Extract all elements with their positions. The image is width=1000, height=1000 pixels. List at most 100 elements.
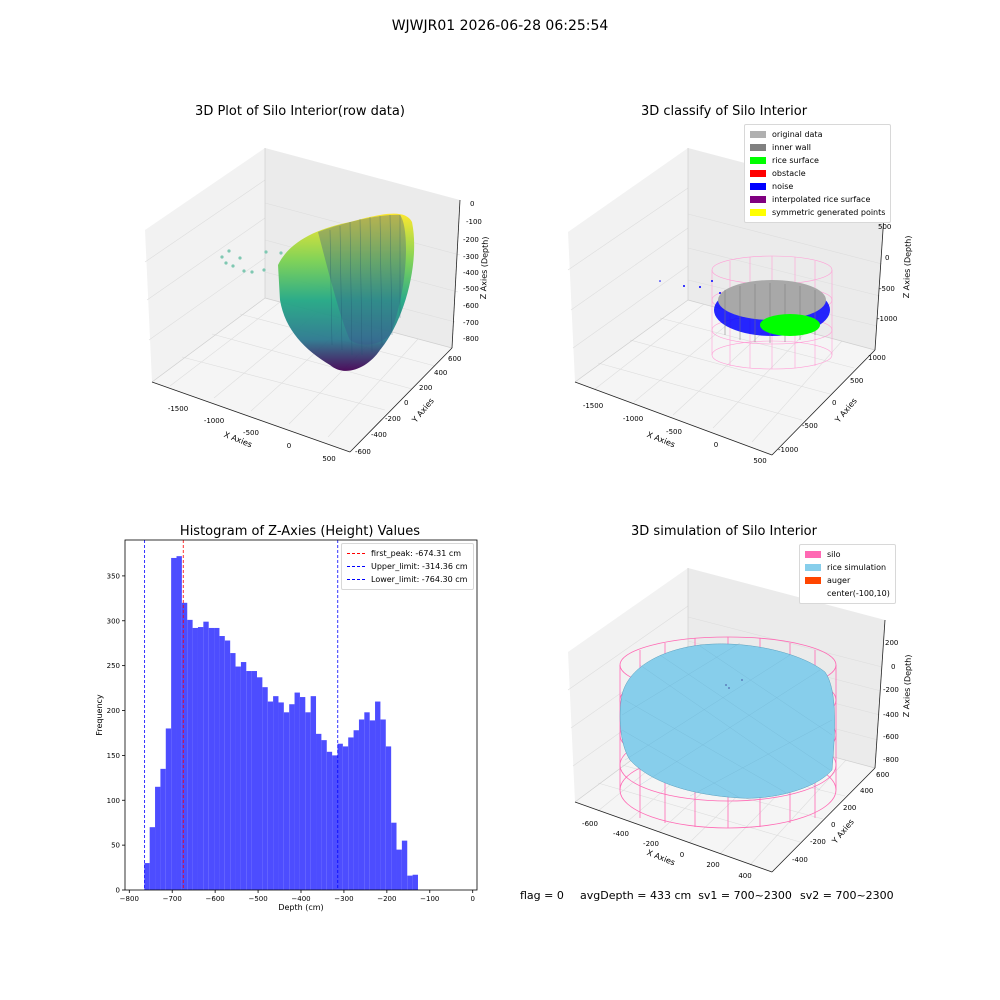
histogram-bar — [353, 730, 359, 890]
x-tick-label: −600 — [206, 895, 225, 903]
legend-swatch — [750, 183, 766, 190]
simulation-ztick: 0 — [891, 663, 895, 671]
simulation-ztick: -800 — [883, 756, 899, 764]
simulation-ytick: 0 — [831, 821, 835, 829]
histogram-bar — [283, 712, 290, 890]
histogram-bar — [203, 621, 209, 890]
histogram-bar — [219, 636, 225, 890]
raw-xtick: -500 — [243, 429, 259, 437]
x-tick-label: −300 — [334, 895, 353, 903]
classify-xtick: -1000 — [623, 415, 643, 423]
classify-ztick: 500 — [878, 223, 891, 231]
histogram-bars — [144, 556, 418, 890]
classify-xtick: -1500 — [583, 402, 603, 410]
histogram-bar — [332, 755, 338, 890]
legend-item-first-peak: first_peak: -674.31 cm — [347, 547, 468, 560]
classify-ytick: 500 — [850, 377, 863, 385]
legend-item-lower-limit: Lower_limit: -764.30 cm — [347, 573, 468, 586]
histogram-bar — [375, 701, 381, 890]
legend-item-inner-wall: inner wall — [750, 141, 885, 154]
legend-swatch — [750, 157, 766, 164]
histogram-bar — [176, 556, 182, 890]
classify-plot-title: 3D classify of Silo Interior — [640, 104, 808, 119]
histogram-bar — [235, 666, 241, 890]
raw-ztick: -700 — [463, 319, 479, 327]
simulation-ztick: 200 — [885, 639, 898, 647]
legend-item-rice-simulation: rice simulation — [805, 561, 890, 574]
legend-label: Lower_limit: -764.30 cm — [371, 575, 468, 584]
raw-z-label: Z Axies (Depth) — [479, 236, 490, 299]
raw-ytick: 400 — [434, 369, 447, 377]
classify-xtick: 500 — [753, 457, 766, 465]
legend-label: inner wall — [772, 143, 812, 152]
histogram-bar — [348, 737, 354, 890]
histogram-bar — [240, 662, 247, 890]
x-tick-label: −500 — [248, 895, 267, 903]
simulation-x-label: X Axies — [646, 848, 677, 867]
simulation-ytick: 400 — [860, 787, 873, 795]
histogram-bar — [267, 701, 274, 890]
raw-ytick: 600 — [448, 355, 461, 363]
simulation-xtick: 200 — [706, 861, 719, 869]
legend-swatch — [805, 551, 821, 558]
legend-swatch — [750, 144, 766, 151]
legend-label: obstacle — [772, 169, 806, 178]
x-tick-label: 0 — [470, 895, 474, 903]
raw-ztick: -500 — [463, 285, 479, 293]
histogram-bar — [144, 863, 150, 890]
legend-item-obstacle: obstacle — [750, 167, 885, 180]
classify-ztick: -500 — [879, 285, 895, 293]
histogram-bar — [299, 697, 306, 890]
histogram-bar — [305, 712, 311, 890]
histogram-bar — [391, 822, 397, 890]
histogram-bar — [192, 627, 198, 890]
legend-swatch — [805, 564, 821, 571]
histogram-bar — [160, 768, 166, 890]
raw-ztick: -600 — [463, 302, 479, 310]
histogram-bar — [181, 602, 188, 890]
figure-title: WJWJR01 2026-06-28 06:25:54 — [391, 18, 609, 34]
legend-item-noise: noise — [750, 180, 885, 193]
classify-ytick: 0 — [832, 399, 836, 407]
legend-line — [347, 579, 365, 580]
raw-ytick: -600 — [355, 448, 371, 456]
legend-item-symmetric: symmetric generated points — [750, 206, 885, 219]
histogram-bar — [310, 696, 317, 890]
classify-ytick: -1000 — [778, 446, 798, 454]
raw-point-cloud — [220, 213, 415, 371]
raw-x-ticks: -1500 -1000 -500 0 500 — [168, 405, 336, 463]
legend-item-interpolated: interpolated rice surface — [750, 193, 885, 206]
legend-swatch — [805, 577, 821, 584]
histogram-bar — [358, 719, 365, 890]
flag-status: flag = 0 — [520, 889, 564, 902]
rice-simulation-surface — [619, 642, 835, 799]
classify-point-cloud — [659, 255, 833, 370]
raw-z-ticks: 0 -100 -200 -300 -400 -500 -600 -700 -80… — [463, 200, 482, 343]
histogram-bar — [246, 671, 252, 890]
histogram-y-ticks: 0 50 100 150 200 250 300 350 — [107, 572, 125, 895]
classify-z-label: Z Axies (Depth) — [902, 235, 913, 298]
legend-line — [347, 553, 365, 554]
histogram-bar — [396, 849, 402, 890]
legend-label: center(-100,10) — [827, 589, 890, 598]
histogram-bar — [337, 743, 343, 890]
histogram-bar — [251, 671, 257, 890]
raw-ytick: -200 — [385, 415, 401, 423]
raw-xtick: -1000 — [204, 417, 224, 425]
classify-xtick: 0 — [714, 441, 718, 449]
histogram-bar — [224, 640, 231, 890]
y-tick-label: 150 — [107, 752, 120, 760]
histogram-x-ticks: −800 −700 −600 −500 −400 −300 −200 −100 0 — [120, 890, 475, 903]
histogram-bar — [294, 692, 300, 890]
classify-legend: original data inner wall rice surface ob… — [744, 124, 892, 223]
histogram-bar — [197, 627, 204, 890]
avg-depth-status: avgDepth = 433 cm sv1 = 700~2300 — [580, 889, 792, 902]
histogram-bar — [257, 677, 263, 890]
histogram-bar — [412, 874, 418, 890]
y-tick-label: 50 — [111, 842, 120, 850]
classify-ztick: 0 — [885, 254, 889, 262]
raw-ytick: 0 — [404, 399, 408, 407]
legend-label: first_peak: -674.31 cm — [371, 549, 462, 558]
legend-line — [347, 566, 365, 567]
